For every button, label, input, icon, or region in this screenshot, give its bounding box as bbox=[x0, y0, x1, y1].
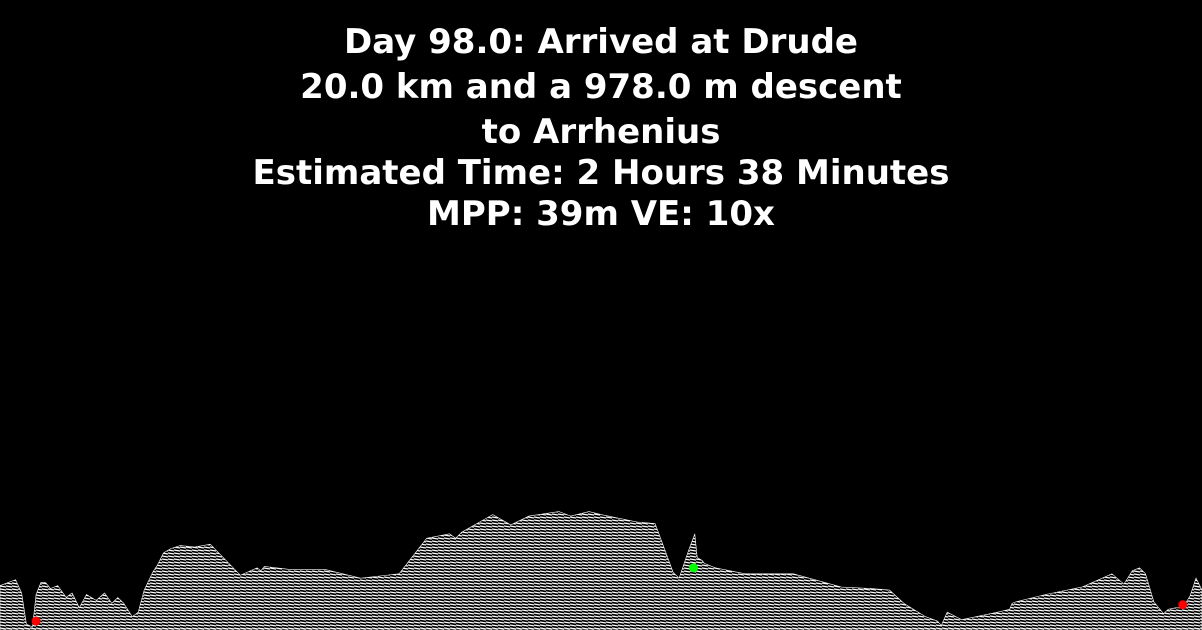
day-arrival-line: Day 98.0: Arrived at Drude bbox=[344, 22, 858, 62]
current-marker bbox=[689, 563, 699, 573]
estimated-time-line: Estimated Time: 2 Hours 38 Minutes bbox=[252, 153, 950, 193]
route-summary: Day 98.0: Arrived at Drude 20.0 km and a… bbox=[0, 20, 1202, 236]
terrain-area bbox=[0, 511, 1202, 630]
distance-descent-line: 20.0 km and a 978.0 m descent bbox=[300, 67, 902, 107]
start-marker bbox=[31, 616, 41, 626]
end-marker bbox=[1178, 600, 1188, 610]
scale-info-line: MPP: 39m VE: 10x bbox=[427, 194, 775, 234]
marker-layer bbox=[31, 563, 1188, 626]
destination-line: to Arrhenius bbox=[481, 112, 721, 152]
terrain-layer bbox=[0, 511, 1202, 630]
